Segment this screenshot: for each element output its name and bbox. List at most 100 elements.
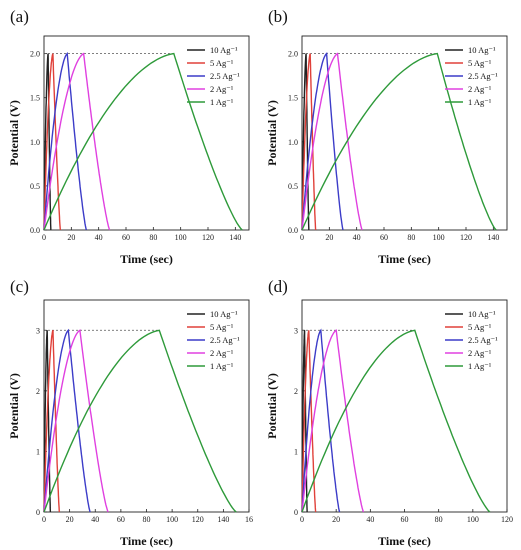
legend-label: 10 Ag⁻¹ — [210, 309, 238, 319]
y-tick-label: 3 — [294, 326, 298, 335]
y-tick-label: 1.0 — [288, 138, 298, 147]
x-tick-label: 20 — [67, 233, 75, 242]
x-axis-label: Time (sec) — [378, 252, 431, 266]
x-tick-label: 120 — [202, 233, 214, 242]
x-tick-label: 80 — [149, 233, 157, 242]
chart-panel-b: (b) 0 20 40 60 80 100 120 140 0.0 0.5 1.0 1.5 2.0 Time… — [265, 7, 508, 266]
y-tick-label: 0.5 — [30, 182, 40, 191]
series-line-4 — [301, 329, 491, 513]
x-tick-label: 100 — [166, 515, 178, 524]
x-tick-label: 100 — [433, 233, 445, 242]
legend-label: 5 Ag⁻¹ — [210, 58, 234, 68]
plot-frame — [43, 35, 250, 231]
y-tick-label: 0.0 — [30, 226, 40, 235]
series-line-3 — [301, 329, 365, 513]
legend-label: 5 Ag⁻¹ — [210, 322, 234, 332]
y-tick-label: 1 — [36, 447, 40, 456]
legend-label: 10 Ag⁻¹ — [210, 45, 238, 55]
legend-label: 1 Ag⁻¹ — [468, 97, 492, 107]
panel-label: (b) — [268, 7, 288, 26]
panel-label: (a) — [10, 7, 29, 26]
x-tick-label: 140 — [217, 515, 229, 524]
y-tick-label: 2.0 — [30, 50, 40, 59]
y-tick-label: 2 — [294, 387, 298, 396]
series-line-3 — [43, 52, 111, 231]
x-tick-label: 100 — [467, 515, 479, 524]
legend-label: 2.5 Ag⁻¹ — [468, 71, 498, 81]
legend-label: 2 Ag⁻¹ — [210, 84, 234, 94]
x-tick-label: 80 — [143, 515, 151, 524]
y-axis-label: Potential (V) — [7, 373, 21, 439]
series-line-4 — [301, 52, 497, 231]
legend-label: 2.5 Ag⁻¹ — [210, 335, 240, 345]
x-tick-label: 140 — [487, 233, 499, 242]
series-line-2 — [43, 328, 91, 513]
y-tick-label: 0 — [294, 508, 298, 517]
y-tick-label: 0.5 — [288, 182, 298, 191]
legend-label: 1 Ag⁻¹ — [210, 361, 234, 371]
x-tick-label: 40 — [95, 233, 103, 242]
series-line-1 — [43, 53, 62, 231]
y-tick-label: 1 — [294, 447, 298, 456]
series-line-4 — [43, 52, 243, 231]
x-axis-label: Time (sec) — [120, 252, 173, 266]
x-tick-label: 140 — [229, 233, 241, 242]
legend-label: 5 Ag⁻¹ — [468, 322, 492, 332]
y-tick-label: 2 — [36, 387, 40, 396]
legend-label: 5 Ag⁻¹ — [468, 58, 492, 68]
x-tick-label: 0 — [42, 233, 46, 242]
y-tick-label: 2.0 — [288, 50, 298, 59]
x-tick-label: 120 — [460, 233, 472, 242]
series-line-4 — [43, 329, 237, 513]
series-line-3 — [301, 52, 363, 231]
x-tick-label: 120 — [501, 515, 513, 524]
panel-label: (d) — [268, 277, 288, 296]
legend-label: 2 Ag⁻¹ — [468, 348, 492, 358]
y-tick-label: 3 — [36, 326, 40, 335]
x-tick-label: 0 — [300, 233, 304, 242]
series-line-0 — [301, 330, 308, 513]
y-axis-label: Potential (V) — [265, 100, 279, 166]
series-line-2 — [43, 51, 88, 231]
legend-label: 10 Ag⁻¹ — [468, 309, 496, 319]
series-line-1 — [43, 329, 61, 513]
panel-label: (c) — [10, 277, 29, 296]
legend-label: 1 Ag⁻¹ — [210, 97, 234, 107]
x-tick-label: 60 — [380, 233, 388, 242]
legend-label: 2.5 Ag⁻¹ — [210, 71, 240, 81]
y-tick-label: 1.5 — [288, 94, 298, 103]
x-axis-label: Time (sec) — [120, 534, 173, 548]
x-tick-label: 100 — [175, 233, 187, 242]
x-tick-label: 20 — [332, 515, 340, 524]
x-tick-label: 60 — [117, 515, 125, 524]
x-tick-label: 60 — [122, 233, 130, 242]
x-tick-label: 20 — [66, 515, 74, 524]
legend-label: 1 Ag⁻¹ — [468, 361, 492, 371]
legend-label: 2.5 Ag⁻¹ — [468, 335, 498, 345]
x-tick-label: 80 — [407, 233, 415, 242]
legend-label: 10 Ag⁻¹ — [468, 45, 496, 55]
series-line-2 — [301, 52, 344, 231]
chart-panel-a: (a) 0 20 40 60 80 100 120 140 0.0 0.5 1.0 1.5 2.0 Time… — [7, 7, 250, 266]
x-tick-label: 120 — [192, 515, 204, 524]
series-line-2 — [301, 328, 341, 513]
chart-panel-d: (d) 0 20 40 60 80 100 120 0 1 2 3 Time (sec) Potentia… — [265, 277, 513, 548]
x-tick-label: 40 — [91, 515, 99, 524]
x-tick-label: 0 — [300, 515, 304, 524]
x-tick-label: 80 — [435, 515, 443, 524]
x-axis-label: Time (sec) — [378, 534, 431, 548]
series-line-1 — [301, 330, 317, 513]
legend-label: 2 Ag⁻¹ — [210, 348, 234, 358]
y-tick-label: 0 — [36, 508, 40, 517]
x-tick-label: 60 — [401, 515, 409, 524]
y-axis-label: Potential (V) — [265, 373, 279, 439]
legend-label: 2 Ag⁻¹ — [468, 84, 492, 94]
series-line-3 — [43, 329, 109, 513]
x-tick-label: 40 — [353, 233, 361, 242]
x-tick-label: 40 — [366, 515, 374, 524]
x-tick-label: 16 — [245, 515, 253, 524]
plot-frame — [301, 35, 508, 231]
y-tick-label: 1.5 — [30, 94, 40, 103]
